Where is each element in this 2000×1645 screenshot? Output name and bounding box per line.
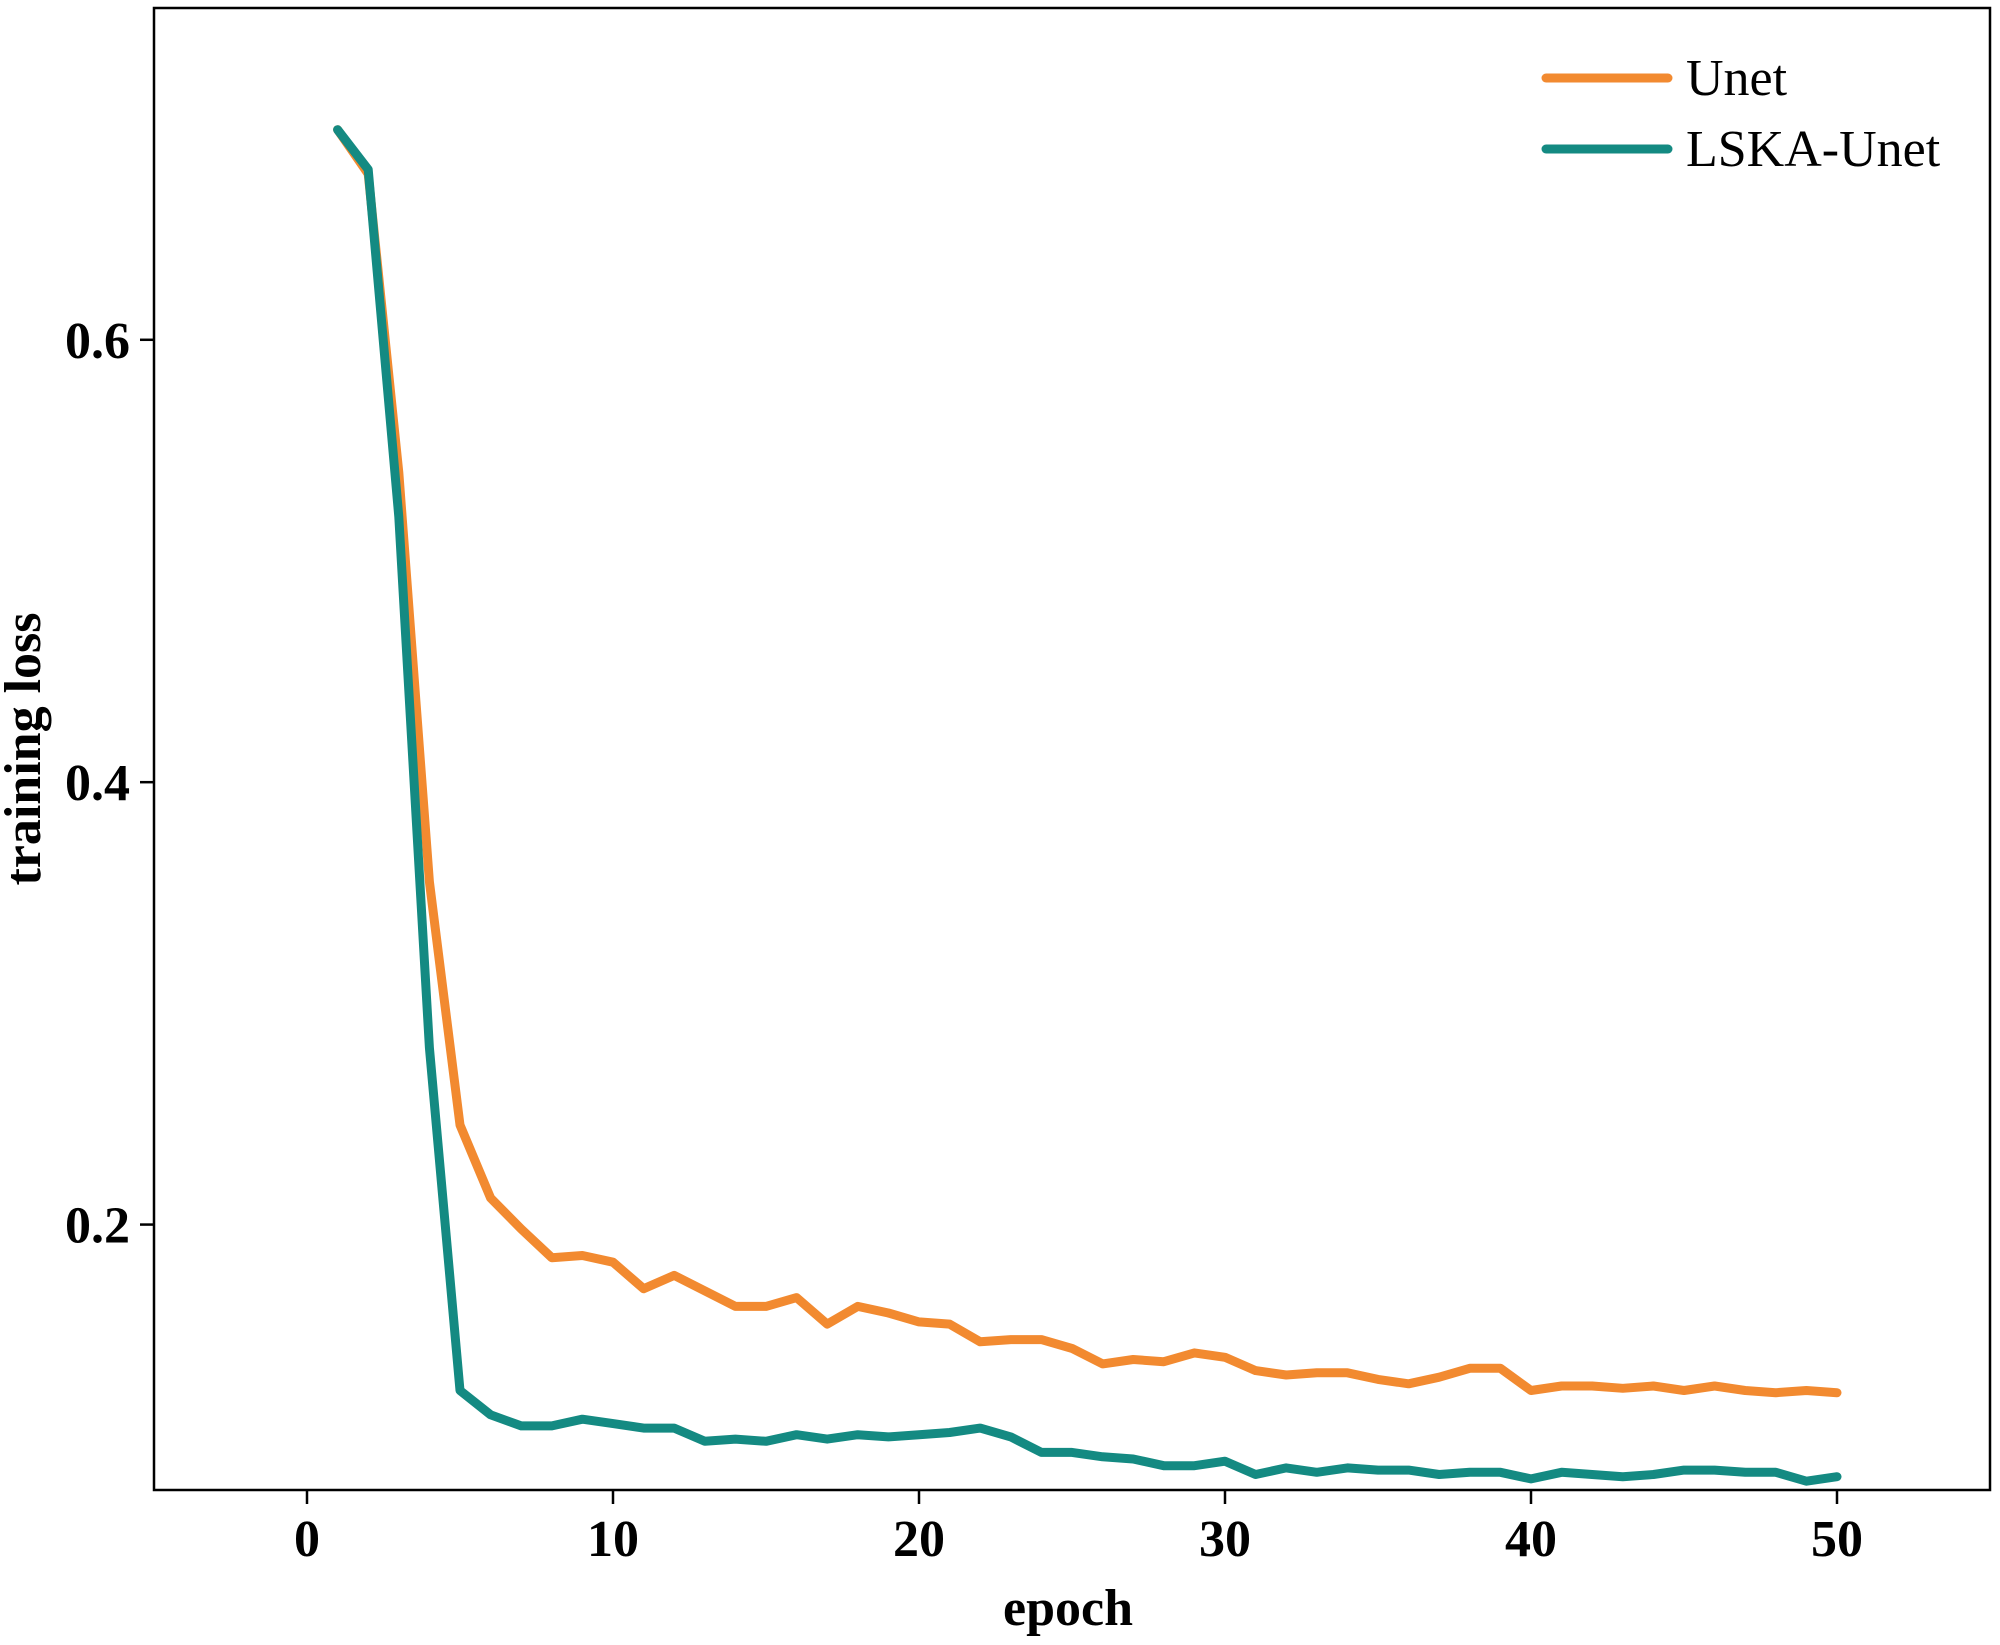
x-tick-label: 40 (1505, 1511, 1557, 1568)
series-line-lska-unet (333, 125, 1842, 1486)
y-tick-label: 0.4 (65, 755, 130, 812)
x-tick-label: 10 (587, 1511, 639, 1568)
legend-label: LSKA-Unet (1686, 121, 1941, 178)
x-tick-label: 50 (1811, 1511, 1863, 1568)
x-tick-label: 30 (1199, 1511, 1251, 1568)
y-tick-label: 0.6 (65, 313, 130, 370)
y-axis: 0.2 0.4 0.6 (65, 313, 154, 1255)
series-line-unet (333, 125, 1842, 1398)
y-tick-label: 0.2 (65, 1198, 130, 1255)
y-axis-title: training loss (0, 612, 52, 885)
series-layer (333, 125, 1842, 1486)
plot-frame (152, 6, 1992, 1492)
x-tick-label: 20 (893, 1511, 945, 1568)
x-axis: 0 10 20 30 40 50 (294, 1490, 1863, 1568)
x-tick-label: 0 (294, 1511, 320, 1568)
x-axis-title: epoch (1003, 1580, 1133, 1637)
legend-label: Unet (1686, 50, 1788, 107)
legend: Unet LSKA-Unet (1541, 50, 1941, 178)
